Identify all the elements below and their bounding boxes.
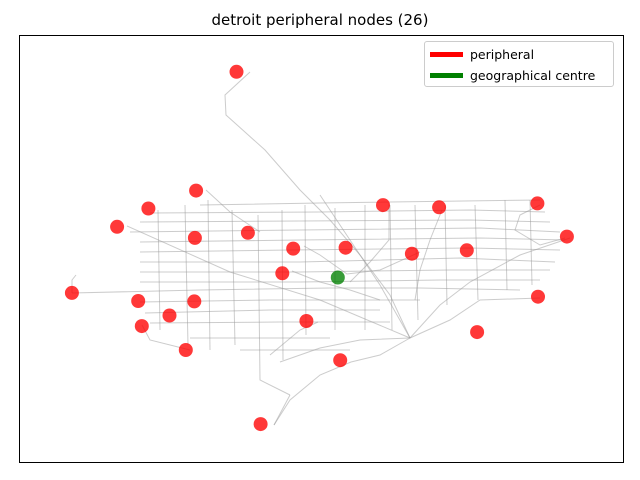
plot-frame	[19, 35, 624, 463]
geographical-centre-node-1	[330, 270, 345, 285]
peripheral-node-24	[470, 325, 485, 340]
legend-item-geographical-centre: geographical centre	[430, 66, 595, 84]
peripheral-node-15	[275, 266, 290, 281]
legend-item-peripheral: peripheral	[430, 45, 534, 63]
legend-swatch-peripheral	[430, 51, 463, 57]
peripheral-node-8	[338, 240, 353, 255]
peripheral-node-19	[162, 308, 177, 323]
peripheral-node-3	[141, 201, 156, 216]
peripheral-node-18	[187, 294, 202, 309]
legend-swatch-geographical-centre	[430, 72, 463, 78]
peripheral-node-9	[376, 198, 390, 213]
peripheral-node-17	[131, 294, 146, 308]
legend-label-peripheral: peripheral	[470, 46, 535, 62]
peripheral-node-23	[333, 353, 348, 368]
peripheral-node-14	[404, 246, 419, 261]
peripheral-node-21	[299, 314, 314, 328]
peripheral-node-22	[178, 343, 193, 357]
peripheral-node-25	[531, 289, 545, 304]
peripheral-node-2	[189, 183, 204, 198]
peripheral-node-11	[530, 196, 545, 211]
peripheral-node-20	[134, 319, 149, 334]
peripheral-node-4	[110, 219, 125, 234]
peripheral-node-5	[187, 230, 202, 245]
peripheral-node-6	[240, 225, 255, 240]
legend-label-geographical-centre: geographical centre	[470, 67, 596, 83]
legend: peripheral geographical centre	[424, 41, 614, 87]
peripheral-node-16	[64, 285, 79, 300]
road-network	[71, 71, 571, 426]
peripheral-node-7	[286, 241, 301, 256]
peripheral-node-26	[253, 417, 268, 432]
peripheral-node-10	[432, 200, 447, 215]
peripheral-node-1	[229, 64, 244, 79]
point-layer	[64, 64, 574, 432]
peripheral-node-12	[559, 229, 574, 244]
peripheral-node-13	[459, 243, 474, 258]
chart-title: detroit peripheral nodes (26)	[211, 11, 429, 29]
